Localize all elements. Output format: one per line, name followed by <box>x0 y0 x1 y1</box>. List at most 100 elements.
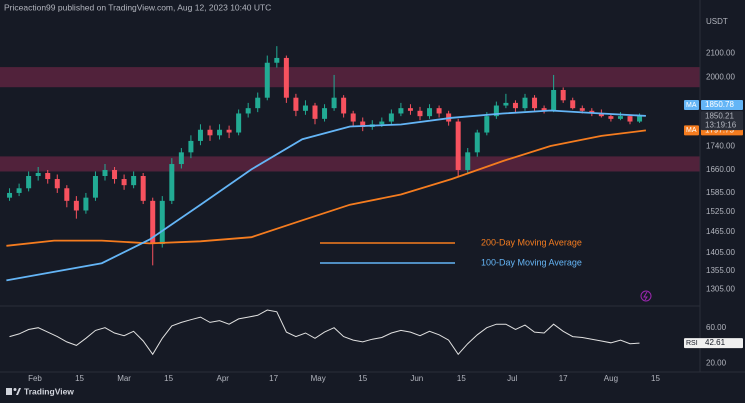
y-tick-label: 1525.00 <box>706 207 735 216</box>
brand: TradingView <box>24 386 74 396</box>
rsi-value: 42.61 <box>705 338 726 347</box>
ma-tag-box <box>684 99 699 110</box>
rsi-tick-label: 20.00 <box>706 358 727 367</box>
candle-body <box>322 108 328 119</box>
candle-body <box>83 197 89 211</box>
legend-label: 100-Day Moving Average <box>481 257 582 267</box>
close-tag-box <box>701 111 743 131</box>
x-tick-label: 15 <box>164 374 173 383</box>
candle-body <box>255 97 261 109</box>
rsi-tag-box <box>684 338 743 349</box>
candle-body <box>560 89 566 101</box>
candle-body <box>45 172 51 180</box>
candle-body <box>551 89 557 111</box>
x-tick-label: Feb <box>28 374 42 383</box>
candle-body <box>312 105 318 119</box>
candle-body <box>512 102 518 109</box>
candle-body <box>131 175 137 186</box>
candle-body <box>503 102 509 106</box>
ma-value-box <box>701 99 743 110</box>
ma-tag: MA <box>686 102 697 109</box>
legend-label: 200-Day Moving Average <box>481 237 582 247</box>
ma-value: 1850.78 <box>705 100 734 109</box>
candle-body <box>7 192 13 198</box>
candle-body <box>236 113 242 133</box>
candle-body <box>140 175 146 201</box>
unit-label: USDT <box>706 17 728 26</box>
y-tick-label: 2000.00 <box>706 73 735 82</box>
ma-line <box>6 109 646 282</box>
x-tick-label: May <box>311 374 326 383</box>
x-tick-label: Mar <box>117 374 131 383</box>
candle-body <box>26 175 32 189</box>
candle-body <box>598 113 604 117</box>
ma-tag-box <box>684 125 699 136</box>
candle-body <box>207 129 213 136</box>
candle-body <box>188 140 194 153</box>
ma-line <box>6 129 647 247</box>
y-tick-label: 1465.00 <box>706 227 735 236</box>
candle-body <box>293 97 299 111</box>
countdown: 13:19:16 <box>705 120 737 129</box>
ma-tag: MA <box>686 127 697 134</box>
alert-icon[interactable] <box>640 290 652 302</box>
x-tick-label: Jul <box>507 374 517 383</box>
candle-body <box>331 97 337 109</box>
y-tick-label: 1305.00 <box>706 285 735 294</box>
candle-body <box>465 152 471 170</box>
x-tick-label: Jun <box>410 374 423 383</box>
candle-body <box>379 121 385 125</box>
candle-body <box>637 116 643 122</box>
brand-logo <box>6 388 21 395</box>
candle-body <box>522 97 528 109</box>
y-tick-label: 1405.00 <box>706 248 735 257</box>
x-tick-label: 17 <box>269 374 278 383</box>
candle-body <box>474 132 480 153</box>
candle-body <box>341 97 347 114</box>
y-tick-label: 2100.00 <box>706 48 735 57</box>
x-tick-label: 15 <box>457 374 466 383</box>
candle-body <box>608 116 614 119</box>
candle-body <box>112 169 118 180</box>
candle-body <box>455 121 461 170</box>
candle-body <box>217 129 223 136</box>
candle-body <box>274 57 280 63</box>
candle-body <box>436 108 442 114</box>
zone <box>0 156 700 172</box>
candle-body <box>226 129 232 133</box>
candle-body <box>627 116 633 122</box>
rsi-name: RSI <box>686 340 698 347</box>
candle-body <box>570 100 576 109</box>
rsi-line <box>9 309 640 356</box>
candle-body <box>427 108 433 117</box>
candle-body <box>283 57 289 98</box>
x-tick-label: 15 <box>75 374 84 383</box>
candle-body <box>150 200 156 245</box>
candle-body <box>388 113 394 122</box>
candle-body <box>64 188 70 201</box>
candle-body <box>102 169 108 176</box>
y-tick-label: 1355.00 <box>706 266 735 275</box>
x-tick-label: Aug <box>604 374 618 383</box>
rsi-tick-label: 60.00 <box>706 323 727 332</box>
x-tick-label: 15 <box>358 374 367 383</box>
candle-body <box>169 164 175 201</box>
candle-body <box>484 116 490 133</box>
candle-body <box>417 110 423 117</box>
x-tick-label: 17 <box>559 374 568 383</box>
candle-body <box>245 108 251 114</box>
candle-body <box>398 108 404 114</box>
candle-body <box>264 62 270 98</box>
x-tick-label: 15 <box>651 374 660 383</box>
candle-body <box>178 152 184 165</box>
candle-body <box>35 172 41 176</box>
x-tick-label: Apr <box>217 374 230 383</box>
zone <box>0 67 700 88</box>
candle-body <box>92 175 98 198</box>
candle-body <box>16 188 22 193</box>
close-tag: 1850.21 <box>705 111 734 120</box>
candle-body <box>350 113 356 122</box>
candle-body <box>532 97 538 109</box>
